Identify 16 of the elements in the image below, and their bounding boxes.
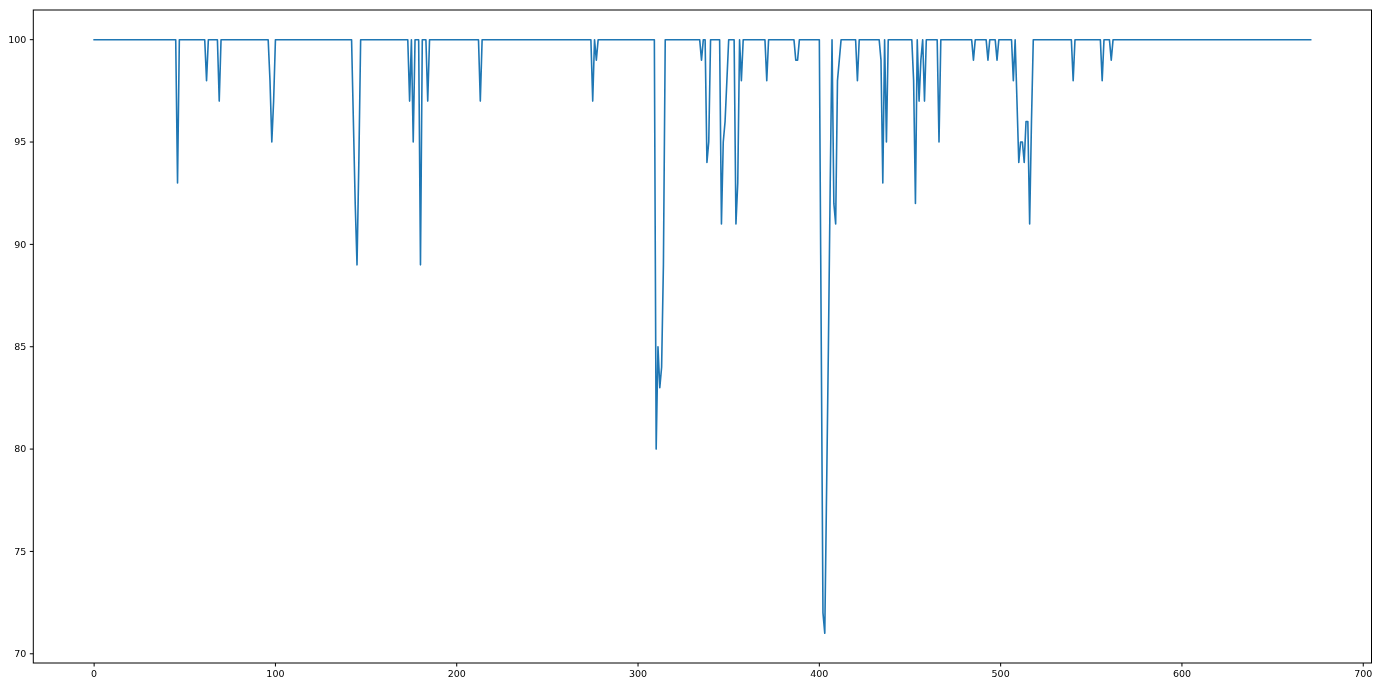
y-tick-label: 95: [14, 136, 27, 148]
x-tick-label: 700: [1354, 667, 1373, 679]
x-tick-label: 200: [447, 667, 466, 679]
x-tick-label: 500: [991, 667, 1010, 679]
x-tick-label: 0: [91, 667, 98, 679]
x-tick-label: 600: [1172, 667, 1192, 679]
y-tick-label: 85: [14, 341, 27, 353]
y-tick-label: 100: [8, 34, 27, 46]
y-tick-label: 70: [14, 648, 27, 660]
y-tick-label: 75: [14, 545, 27, 557]
line-series: [93, 38, 1312, 635]
x-tick-label: 100: [266, 667, 285, 679]
y-tick-label: 80: [14, 443, 27, 455]
y-tick-label: 90: [14, 238, 27, 250]
x-tick-label: 400: [810, 667, 829, 679]
x-tick-label: 300: [628, 667, 648, 679]
